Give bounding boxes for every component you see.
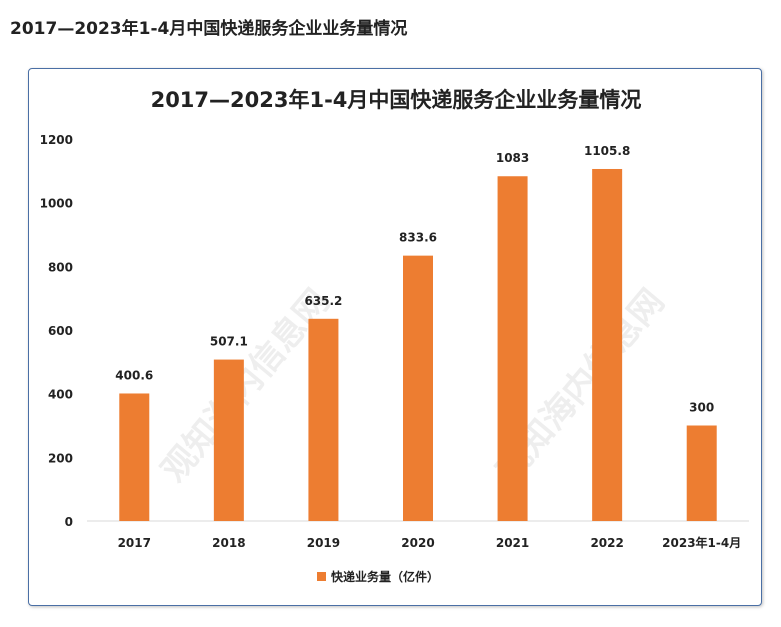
x-axis-labels: 2017 2018 2019 2020 2021 2022 2023年1-4月 bbox=[118, 535, 742, 550]
y-tick-label: 1000 bbox=[40, 197, 73, 211]
bar bbox=[308, 318, 339, 521]
bar bbox=[213, 359, 244, 521]
y-axis: 0 200 400 600 800 1000 1200 bbox=[40, 133, 73, 529]
chart-card: 观知海内信息网 观知海内信息网 2017—2023年1-4月中国快递服务企业业务… bbox=[28, 68, 762, 606]
bar bbox=[497, 176, 528, 521]
legend-label: 快递业务量（亿件） bbox=[331, 569, 439, 584]
bar-value-label: 1105.8 bbox=[584, 144, 630, 158]
bars-group: 400.6 507.1 635.2 833.6 1083 1105.8 300 bbox=[115, 144, 717, 521]
x-tick-label: 2021 bbox=[496, 536, 529, 550]
y-tick-label: 400 bbox=[48, 388, 73, 402]
y-tick-label: 800 bbox=[48, 260, 73, 274]
y-tick-label: 1200 bbox=[40, 133, 73, 147]
x-tick-label: 2020 bbox=[401, 536, 434, 550]
bar-value-label: 833.6 bbox=[399, 231, 437, 245]
bar-value-label: 507.1 bbox=[210, 335, 248, 349]
y-tick-label: 600 bbox=[48, 324, 73, 338]
bar bbox=[686, 425, 717, 521]
x-tick-label: 2023年1-4月 bbox=[662, 535, 741, 550]
bar bbox=[403, 255, 433, 521]
legend-swatch bbox=[317, 572, 326, 581]
page-heading: 2017—2023年1-4月中国快递服务企业业务量情况 bbox=[10, 19, 408, 39]
x-tick-label: 2018 bbox=[212, 536, 245, 550]
x-tick-label: 2019 bbox=[307, 536, 340, 550]
bar bbox=[119, 393, 150, 521]
bar-value-label: 300 bbox=[689, 401, 714, 415]
bar bbox=[592, 168, 623, 521]
x-tick-label: 2022 bbox=[590, 536, 623, 550]
chart-title: 2017—2023年1-4月中国快递服务企业业务量情况 bbox=[151, 88, 642, 112]
bar-value-label: 1083 bbox=[496, 151, 529, 165]
x-tick-label: 2017 bbox=[118, 536, 151, 550]
y-tick-label: 200 bbox=[48, 451, 73, 465]
y-tick-label: 0 bbox=[65, 515, 73, 529]
bar-value-label: 635.2 bbox=[304, 294, 342, 308]
legend: 快递业务量（亿件） bbox=[317, 569, 439, 584]
bar-chart: 2017—2023年1-4月中国快递服务企业业务量情况 0 200 400 600 80… bbox=[40, 88, 749, 584]
bar-value-label: 400.6 bbox=[115, 368, 153, 382]
